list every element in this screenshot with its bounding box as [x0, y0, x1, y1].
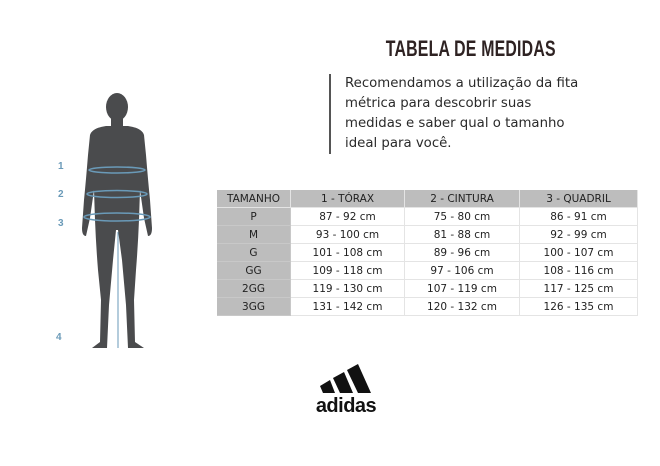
- page-title: TABELA DE MEDIDAS: [385, 36, 556, 61]
- measure-label-1: 1: [58, 161, 64, 172]
- table-row: 3GG 131 - 142 cm 120 - 132 cm 126 - 135 cm: [217, 297, 638, 316]
- cell-waist: 81 - 88 cm: [404, 225, 520, 244]
- table-row: M 93 - 100 cm 81 - 88 cm 92 - 99 cm: [217, 225, 638, 244]
- body-silhouette: [82, 93, 152, 348]
- body-measurement-figure: 1 2 3 4: [56, 93, 152, 348]
- cell-chest: 101 - 108 cm: [290, 243, 405, 262]
- cell-waist: 97 - 106 cm: [404, 261, 520, 280]
- cell-waist: 89 - 96 cm: [404, 243, 520, 262]
- measure-label-2: 2: [58, 189, 64, 200]
- measuring-tapes: [83, 166, 151, 348]
- cell-hip: 86 - 91 cm: [519, 207, 638, 226]
- cell-chest: 87 - 92 cm: [290, 207, 405, 226]
- adidas-wordmark: adidas: [315, 395, 377, 417]
- cell-chest: 131 - 142 cm: [290, 297, 405, 316]
- cell-size: 3GG: [217, 297, 291, 316]
- cell-waist: 75 - 80 cm: [404, 207, 520, 226]
- cell-chest: 109 - 118 cm: [290, 261, 405, 280]
- size-table: TAMANHO 1 - TÓRAX 2 - CINTURA 3 - QUADRI…: [217, 190, 638, 316]
- header-waist: 2 - CINTURA: [404, 190, 520, 208]
- cell-hip: 117 - 125 cm: [519, 279, 638, 298]
- cell-hip: 108 - 116 cm: [519, 261, 638, 280]
- cell-hip: 100 - 107 cm: [519, 243, 638, 262]
- header-chest: 1 - TÓRAX: [290, 190, 405, 208]
- table-row: GG 109 - 118 cm 97 - 106 cm 108 - 116 cm: [217, 261, 638, 280]
- intro-text: Recomendamos a utilização da fita métric…: [345, 76, 579, 151]
- header-size: TAMANHO: [217, 190, 291, 208]
- table-row: P 87 - 92 cm 75 - 80 cm 86 - 91 cm: [217, 207, 638, 226]
- intro-text-block: Recomendamos a utilização da fita métric…: [329, 74, 585, 154]
- adidas-stripes-icon: [320, 364, 371, 393]
- cell-waist: 107 - 119 cm: [404, 279, 520, 298]
- adidas-logo: adidas: [306, 364, 386, 416]
- measure-label-3: 3: [58, 218, 64, 229]
- cell-size: GG: [217, 261, 291, 280]
- table-row: 2GG 119 - 130 cm 107 - 119 cm 117 - 125 cm: [217, 279, 638, 298]
- cell-hip: 92 - 99 cm: [519, 225, 638, 244]
- cell-waist: 120 - 132 cm: [404, 297, 520, 316]
- cell-chest: 93 - 100 cm: [290, 225, 405, 244]
- table-header-row: TAMANHO 1 - TÓRAX 2 - CINTURA 3 - QUADRI…: [217, 190, 638, 208]
- table-row: G 101 - 108 cm 89 - 96 cm 100 - 107 cm: [217, 243, 638, 262]
- header-hip: 3 - QUADRIL: [519, 190, 638, 208]
- cell-size: P: [217, 207, 291, 226]
- cell-size: 2GG: [217, 279, 291, 298]
- cell-size: G: [217, 243, 291, 262]
- measure-label-4: 4: [56, 332, 62, 343]
- cell-chest: 119 - 130 cm: [290, 279, 405, 298]
- cell-size: M: [217, 225, 291, 244]
- cell-hip: 126 - 135 cm: [519, 297, 638, 316]
